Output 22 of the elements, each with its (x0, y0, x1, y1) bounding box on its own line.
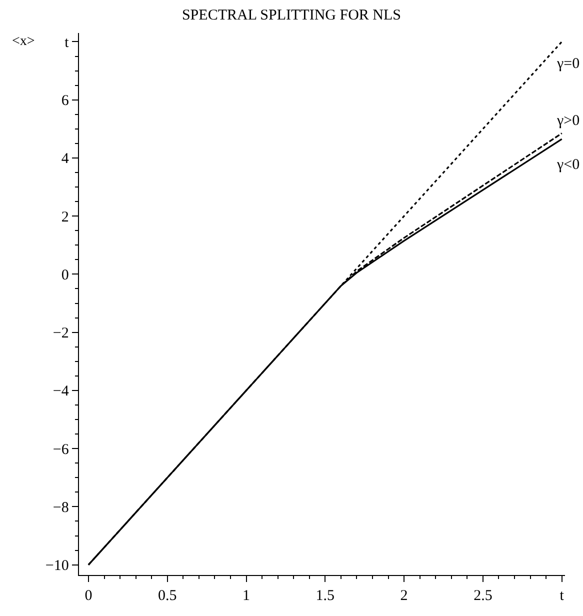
series-label: γ=0 (556, 56, 580, 72)
x-tick-label: 2 (400, 588, 408, 604)
y-tick-label: −2 (52, 326, 69, 342)
y-tick-label: −10 (45, 558, 69, 574)
y-tick-label: 6 (61, 93, 70, 110)
y-tick-label: t (64, 34, 70, 51)
y-tick-label: 2 (61, 209, 69, 226)
y-tick-label: −8 (52, 500, 69, 516)
y-tick-label: 0 (61, 267, 69, 284)
x-tick-label: 0.5 (158, 588, 177, 604)
y-axis-title: <x> (12, 34, 35, 49)
x-tick-label: 0 (84, 588, 92, 604)
x-tick-label: 2.5 (474, 588, 492, 604)
y-tick-label: 4 (61, 151, 70, 168)
x-tick-label: 1 (242, 588, 250, 604)
y-tick-label: −4 (52, 384, 70, 400)
chart-title: SPECTRAL SPLITTING FOR NLS (182, 8, 402, 24)
x-tick-label: t (560, 588, 565, 604)
series-label: γ>0 (556, 113, 580, 129)
x-tick-label: 1.5 (316, 588, 335, 604)
y-tick-label: −6 (52, 442, 70, 458)
series-label: γ<0 (556, 157, 580, 173)
